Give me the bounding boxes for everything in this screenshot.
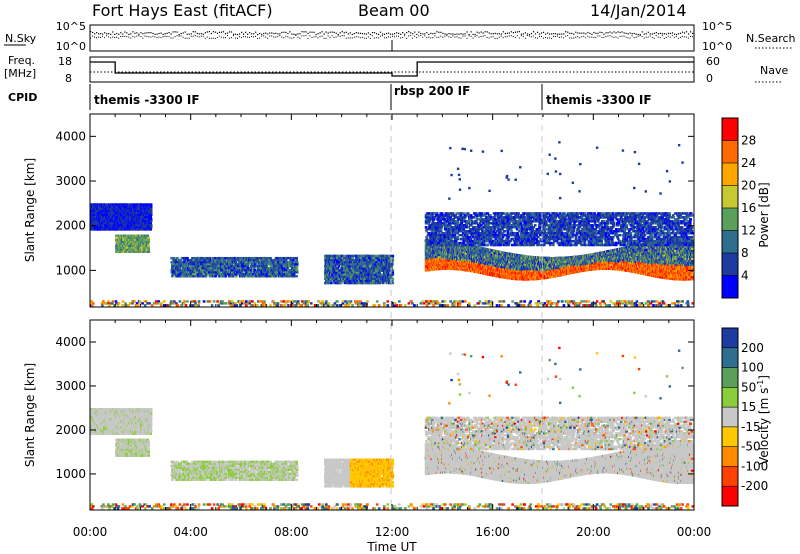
colorbar-cell xyxy=(722,186,738,209)
colorbar-tick-label: 4 xyxy=(741,269,749,283)
velocity-colorbar-label-end: ] xyxy=(757,375,771,380)
nave-tick-bottom: 0 xyxy=(706,72,713,85)
colorbar-cell xyxy=(722,466,738,486)
colorbar-cell xyxy=(722,118,738,141)
cpid-label: CPID xyxy=(8,91,37,104)
colorbar-cell xyxy=(722,141,738,164)
noise-panel: N.Sky 10^5 10^0 10^5 10^0 N.Search xyxy=(4,20,796,53)
colorbar-tick-label: 28 xyxy=(741,134,756,148)
cpid-segment-2: rbsp 200 IF xyxy=(394,84,470,98)
power-ylabel: Slant Range [km] xyxy=(23,158,37,262)
velocity-panel: 4000 3000 2000 1000 Slant Range [km] 200 100… xyxy=(23,320,771,510)
colorbar-cell xyxy=(722,407,738,427)
colorbar-tick-label: 12 xyxy=(741,224,756,238)
x-tick-label: 12:00 xyxy=(375,525,410,539)
x-tick-label: 08:00 xyxy=(274,525,309,539)
freq-tick-bottom: 8 xyxy=(65,72,72,85)
colorbar-cell xyxy=(722,253,738,276)
nave-tick-top: 60 xyxy=(706,55,720,68)
nsky-label: N.Sky xyxy=(5,32,37,45)
colorbar-tick-label: 15 xyxy=(741,400,756,414)
colorbar-tick-label: 16 xyxy=(741,201,756,215)
y-tick-label: 4000 xyxy=(55,129,86,143)
colorbar-tick-label: 24 xyxy=(741,156,756,170)
nsearch-label: N.Search xyxy=(746,32,796,45)
y-tick-label: 4000 xyxy=(55,335,86,349)
colorbar-cell xyxy=(722,387,738,407)
power-panel: 4000 3000 2000 1000 Slant Range [km] 28 24 20… xyxy=(23,114,771,307)
y-tick-label: 2000 xyxy=(55,219,86,233)
nave-label: Nave xyxy=(760,64,788,77)
colorbar-cell xyxy=(722,276,738,299)
freq-unit: [MHz] xyxy=(4,67,36,80)
date-title: 14/Jan/2014 xyxy=(590,1,687,20)
station-title: Fort Hays East (fitACF) xyxy=(92,1,273,20)
colorbar-cell xyxy=(722,368,738,388)
freq-nave-panel: Freq. [MHz] 18 8 60 0 Nave xyxy=(4,54,788,85)
colorbar-cell xyxy=(722,486,738,506)
colorbar-tick-label: 20 xyxy=(741,179,756,193)
velocity-colorbar-label: Velocity [m s-1] xyxy=(756,375,771,465)
cpid-segment-1: themis -3300 IF xyxy=(94,93,200,107)
x-axis-label: Time UT xyxy=(366,540,417,554)
colorbar-tick-label: 8 xyxy=(741,246,749,260)
y-tick-label: 3000 xyxy=(55,379,86,393)
x-tick-label: 20:00 xyxy=(576,525,611,539)
x-tick-label: 00:00 xyxy=(73,525,108,539)
colorbar-cell xyxy=(722,348,738,368)
colorbar-tick-label: -200 xyxy=(741,479,768,493)
velocity-ylabel: Slant Range [km] xyxy=(23,363,37,467)
noise-tick-bottom-left: 10^0 xyxy=(56,40,86,53)
freq-label: Freq. xyxy=(8,54,35,67)
colorbar-tick-label: 200 xyxy=(741,341,764,355)
colorbar-cell xyxy=(722,427,738,447)
colorbar-tick-label: 100 xyxy=(741,361,764,375)
y-tick-label: 2000 xyxy=(55,423,86,437)
power-colorbar-label: Power [dB] xyxy=(757,182,771,247)
velocity-colorbar-label-main: Velocity [m s xyxy=(757,388,771,465)
y-tick-label: 3000 xyxy=(55,174,86,188)
x-tick-label: 16:00 xyxy=(475,525,510,539)
x-tick-label: 04:00 xyxy=(173,525,208,539)
noise-tick-bottom-right: 10^0 xyxy=(702,40,732,53)
colorbar-cell xyxy=(722,231,738,254)
beam-title: Beam 00 xyxy=(358,1,430,20)
colorbar-cell xyxy=(722,447,738,467)
noise-tick-top-left: 10^5 xyxy=(56,20,86,33)
y-tick-label: 1000 xyxy=(55,263,86,277)
colorbar-cell xyxy=(722,208,738,231)
colorbar-tick-label: 50 xyxy=(741,380,756,394)
cpid-row: CPID themis -3300 IF rbsp 200 IF themis … xyxy=(8,84,652,110)
colorbar-cell xyxy=(722,328,738,348)
cpid-segment-3: themis -3300 IF xyxy=(546,93,652,107)
y-tick-label: 1000 xyxy=(55,467,86,481)
colorbar-cell xyxy=(722,163,738,186)
velocity-colorbar-label-sup: -1 xyxy=(756,380,765,388)
freq-tick-top: 18 xyxy=(58,55,72,68)
x-tick-label: 00:00 xyxy=(677,525,712,539)
noise-tick-top-right: 10^5 xyxy=(702,20,732,33)
